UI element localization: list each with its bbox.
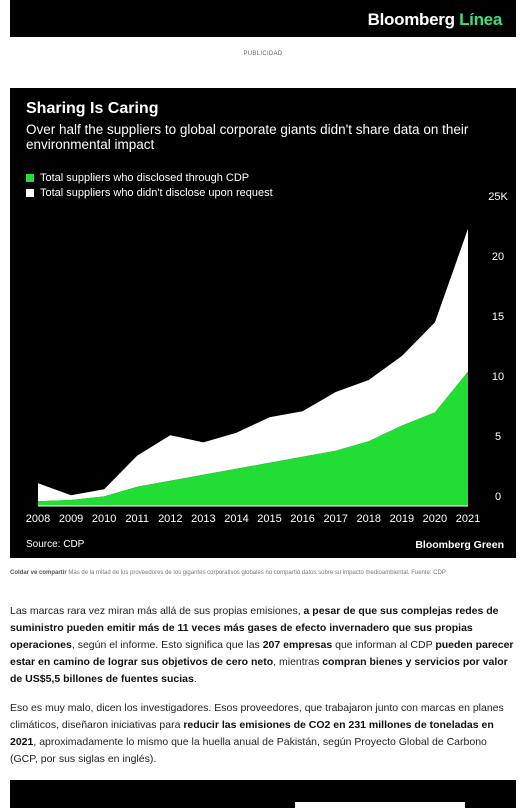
x-tick-label: 2021 [456, 513, 480, 525]
x-tick-label: 2019 [390, 513, 414, 525]
paragraph-segment: Eso es muy malo, dicen los investigadore… [10, 702, 504, 731]
footer-bar [10, 780, 516, 808]
paragraph-segment: reducir las emisiones de CO2 en 231 mill… [10, 719, 494, 748]
chart-subtitle: Over half the suppliers to global corpor… [26, 122, 469, 152]
legend-item-not-disclosed: Total suppliers who didn't disclose upon… [26, 185, 273, 200]
paragraph-segment: que informan al CDP [332, 639, 436, 651]
y-tick-label: 0 [495, 491, 501, 503]
x-tick-label: 2018 [357, 513, 381, 525]
x-tick-label: 2016 [290, 513, 314, 525]
caption-text: Más de la mitad de los proveedores de lo… [68, 570, 446, 576]
chart-title: Sharing Is Caring [26, 100, 159, 117]
logo-main: Bloomberg [367, 10, 455, 29]
paragraph-segment: 207 empresas [262, 639, 333, 651]
paragraph-segment: compran bienes y servicios por valor de … [10, 656, 508, 685]
y-tick-label: 25K [488, 191, 508, 203]
x-tick-label: 2020 [423, 513, 447, 525]
x-tick-label: 2010 [92, 513, 116, 525]
chart-brand: Bloomberg Green [415, 539, 504, 551]
footer-bar-highlight [295, 802, 465, 808]
paragraph-segment: Las marcas rara vez miran más allá de su… [10, 605, 304, 617]
y-tick-label: 20 [492, 251, 504, 263]
paragraph-segment: , mientras [273, 656, 323, 668]
x-tick-label: 2014 [224, 513, 248, 525]
legend-label-disclosed: Total suppliers who disclosed through CD… [40, 171, 250, 184]
area-chart: 2008 2009 2010 2011 2012 2013 2014 2015 2016 2017… [26, 191, 509, 525]
area-disclosed [38, 371, 468, 506]
legend-swatch-disclosed [26, 173, 34, 182]
paragraph-segment: a pesar de que sus complejas redes de su… [10, 605, 499, 651]
paragraph-segment: , aproximadamente lo mismo que la huella… [10, 736, 487, 765]
caption-lead[interactable]: Coldar ve compartir [10, 570, 67, 576]
paragraph-segment: , según el informe. Esto significa que l… [71, 639, 263, 651]
site-header: Bloomberg Línea [10, 0, 516, 37]
article-paragraph: Eso es muy malo, dicen los investigadore… [10, 700, 516, 768]
area-not-disclosed [38, 228, 468, 502]
y-tick-label: 10 [492, 371, 504, 383]
bloomberg-linea-logo[interactable]: Bloomberg Línea [367, 10, 503, 30]
x-tick-label: 2012 [158, 513, 182, 525]
paragraph-segment: . [193, 673, 197, 685]
legend-label-not-disclosed: Total suppliers who didn't disclose upon… [40, 186, 273, 199]
paragraph-segment: pueden parecer estar en camino de lograr… [10, 639, 514, 668]
chart-caption: Coldar ve compartir Más de la mitad de l… [10, 569, 516, 577]
x-tick-label: 2011 [125, 513, 149, 525]
x-tick-label: 2017 [323, 513, 347, 525]
ad-label: PUBLICIDAD [243, 51, 283, 57]
x-tick-label: 2008 [26, 513, 50, 525]
y-tick-label: 15 [492, 311, 504, 323]
legend-swatch-not-disclosed [26, 188, 34, 197]
y-tick-label: 5 [495, 431, 501, 443]
article-paragraph: Las marcas rara vez miran más allá de su… [10, 603, 516, 688]
legend-item-disclosed: Total suppliers who disclosed through CD… [26, 170, 273, 185]
chart-source: Source: CDP [26, 539, 85, 550]
x-tick-label: 2015 [257, 513, 281, 525]
x-tick-label: 2009 [59, 513, 83, 525]
chart-legend: Total suppliers who disclosed through CD… [26, 170, 273, 200]
chart-container: Sharing Is Caring Over half the supplier… [10, 88, 516, 558]
x-tick-label: 2013 [191, 513, 215, 525]
logo-accent: Línea [459, 10, 502, 29]
